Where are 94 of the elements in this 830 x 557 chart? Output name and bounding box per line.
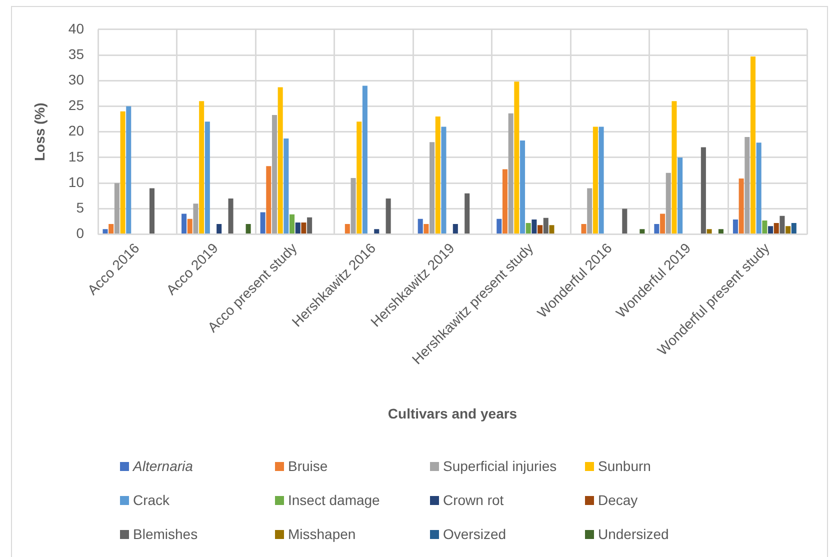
bar (762, 220, 768, 234)
bar (543, 218, 548, 234)
bar (756, 142, 762, 234)
bar (526, 223, 531, 234)
legend-label: Undersized (598, 526, 669, 542)
legend-label: Crown rot (443, 492, 504, 508)
bar (374, 229, 380, 234)
y-tick-label: 30 (68, 71, 84, 88)
bar (640, 229, 645, 234)
bar (284, 138, 289, 234)
bar (193, 204, 198, 234)
bar (362, 86, 368, 234)
y-tick-label: 10 (68, 174, 84, 190)
bar (435, 116, 440, 234)
bar (786, 226, 791, 234)
bar (108, 224, 114, 234)
y-tick-label: 25 (68, 97, 84, 114)
y-axis-title: Loss (%) (31, 102, 48, 162)
y-tick-label: 40 (68, 20, 84, 36)
legend-label: Alternaria (133, 458, 193, 474)
bar (418, 218, 423, 234)
bar (791, 223, 796, 234)
x-axis-title: Cultivars and years (388, 405, 518, 422)
bar (592, 126, 598, 234)
legend-label: Crack (133, 492, 170, 508)
bar (732, 219, 738, 234)
bar (441, 126, 446, 234)
bar (549, 225, 554, 234)
bar (424, 224, 429, 234)
bar (666, 172, 671, 234)
legend-label: Insect damage (288, 492, 380, 508)
y-tick-label: 20 (68, 122, 84, 139)
bar (660, 214, 666, 234)
bar (295, 222, 300, 234)
bar (581, 224, 586, 234)
y-tick-label: 15 (68, 148, 84, 164)
legend-label: Oversized (443, 526, 506, 542)
bar (204, 122, 210, 234)
bar (700, 147, 706, 234)
y-tick-label: 35 (68, 46, 84, 62)
bar (672, 101, 677, 234)
legend-label: Misshapen (288, 526, 356, 542)
bar (350, 178, 356, 234)
bar (508, 113, 514, 234)
bar (149, 188, 155, 234)
bar (187, 218, 192, 234)
bar (496, 218, 502, 234)
bar (738, 178, 744, 234)
legend-label: Decay (598, 492, 638, 508)
bar (386, 198, 391, 234)
bar (654, 224, 660, 234)
bar (260, 212, 266, 234)
bar (114, 183, 120, 234)
bar (272, 114, 278, 234)
bar (356, 122, 362, 234)
legend-label: Sunburn (598, 458, 651, 474)
bar (430, 142, 435, 234)
bar (718, 229, 724, 234)
bar (278, 87, 283, 234)
bar (246, 224, 251, 234)
bar (344, 224, 350, 234)
bar (301, 222, 306, 234)
bar (774, 223, 779, 234)
bar (780, 216, 785, 234)
bar (678, 157, 683, 234)
bar (532, 219, 537, 234)
bar (216, 224, 222, 234)
bar (464, 193, 470, 234)
bar (452, 224, 458, 234)
y-tick-label: 5 (76, 200, 84, 216)
bar (266, 166, 272, 234)
bar (120, 111, 126, 234)
bar (102, 229, 108, 234)
bar (587, 188, 592, 234)
bar (307, 217, 312, 234)
bar (520, 140, 526, 234)
bar (290, 214, 295, 234)
bar (622, 208, 628, 234)
bar (502, 169, 508, 234)
bar (706, 229, 712, 234)
legend-label: Superficial injuries (443, 458, 557, 474)
bar (514, 82, 520, 234)
bar (768, 226, 774, 234)
legend-label: Bruise (288, 458, 328, 474)
bar (228, 198, 234, 234)
bar (199, 101, 204, 234)
bar (538, 225, 543, 234)
bar (126, 106, 132, 234)
y-tick-label: 0 (76, 225, 84, 242)
bar (182, 214, 187, 234)
bar (598, 126, 604, 234)
bar (750, 56, 756, 234)
legend-label: Blemishes (133, 526, 198, 542)
bar (744, 136, 750, 234)
